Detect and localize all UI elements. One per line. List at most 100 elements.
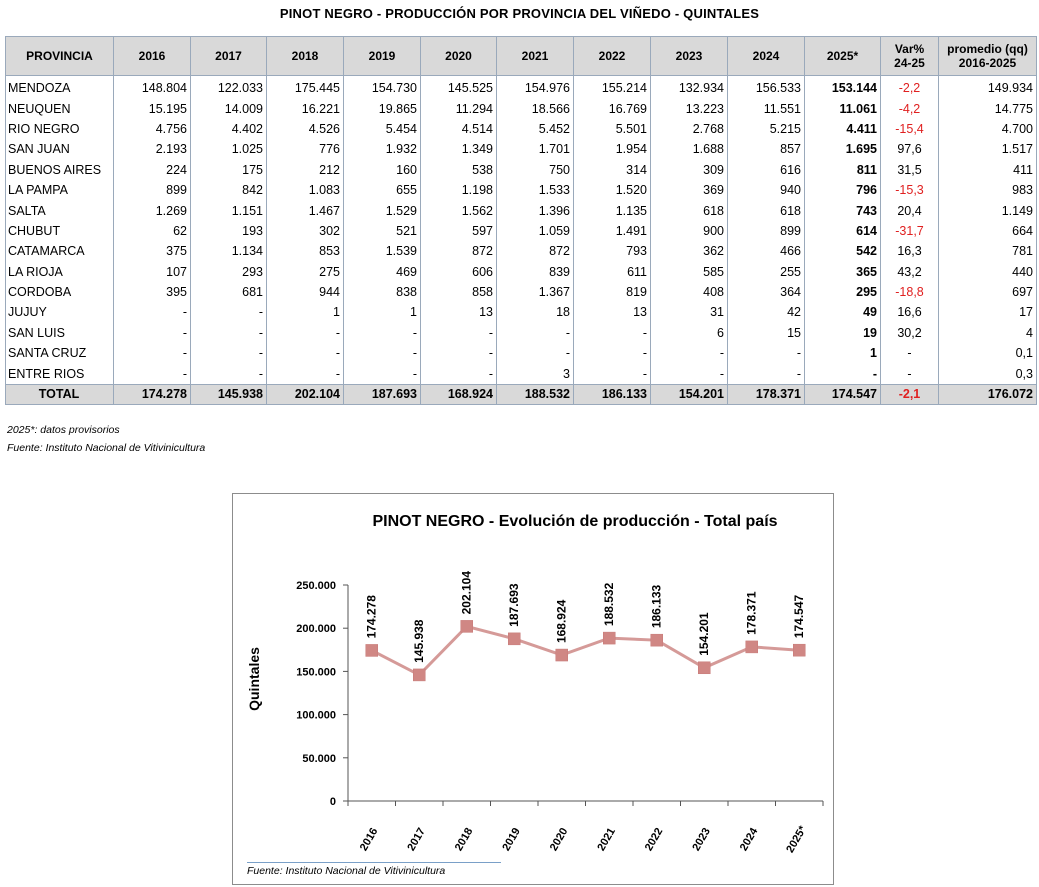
value-cell: - [496,322,574,344]
value-cell: 212 [266,159,344,180]
header-var-line1: Var% [894,42,925,56]
value-cell: 1 [266,302,344,323]
value-cell: 811 [804,159,881,180]
value-cell: - [113,363,191,385]
value-cell: 616 [727,159,805,180]
var-cell: -2,1 [880,383,939,405]
average-cell: 1.517 [938,139,1037,160]
value-cell: 16.769 [573,98,651,119]
value-cell: - [113,322,191,344]
average-cell: 697 [938,281,1037,303]
value-cell: 224 [113,159,191,180]
value-cell: 1.701 [496,139,574,160]
value-cell: 4.756 [113,118,191,140]
header-promedio: promedio (qq) 2016-2025 [938,36,1037,76]
province-cell: SANTA CRUZ [5,343,114,364]
value-cell: 154.201 [650,383,728,405]
header-var-line2: 24-25 [894,56,925,70]
value-cell: - [266,322,344,344]
value-cell: 1.396 [496,200,574,221]
data-label: 178.371 [745,591,759,635]
value-cell: 1.083 [266,179,344,201]
province-cell: RIO NEGRO [5,118,114,140]
value-cell: - [343,363,421,385]
value-cell: 819 [573,281,651,303]
value-cell: 857 [727,139,805,160]
province-cell: CATAMARCA [5,241,114,262]
data-label: 154.201 [697,612,711,656]
var-cell: - [880,363,939,385]
value-cell: 2.193 [113,139,191,160]
value-cell: - [573,322,651,344]
value-cell: 655 [343,179,421,201]
value-cell: 14.009 [190,98,267,119]
table-row: CORDOBA 395 681 944 838 858 1.367 819 408 364 295-… [5,281,1037,303]
value-cell: 597 [420,220,497,242]
y-tick-label: 200.000 [296,623,336,635]
province-cell: ENTRE RIOS [5,363,114,385]
var-cell: 16,6 [880,302,939,323]
value-cell: 364 [727,281,805,303]
value-cell: - [573,343,651,364]
var-cell: -2,2 [880,75,939,99]
value-cell: 49 [804,302,881,323]
data-label: 202.104 [460,571,474,615]
value-cell: - [190,343,267,364]
value-cell: 940 [727,179,805,201]
y-tick-label: 50.000 [302,753,336,765]
province-cell: JUJUY [5,302,114,323]
table-total-row: TOTAL 174.278 145.938 202.104 187.693 168.924… [5,383,1037,405]
value-cell: 365 [804,261,881,282]
line-chart: PINOT NEGRO - Evolución de producción - … [232,493,834,885]
value-cell: 466 [727,241,805,262]
value-cell: 175.445 [266,75,344,99]
value-cell: 187.693 [343,383,421,405]
value-cell: 155.214 [573,75,651,99]
header-provincia: PROVINCIA [5,36,114,76]
value-cell: 743 [804,200,881,221]
value-cell: 776 [266,139,344,160]
x-tick-label: 2022 [643,826,666,853]
value-cell: 178.371 [727,383,805,405]
header-year: 2024 [727,36,805,76]
province-cell: SAN JUAN [5,139,114,160]
value-cell: 4.411 [804,118,881,140]
value-cell: 13 [420,302,497,323]
table-row: ENTRE RIOS - - - - -3- - - - -0,3 [5,363,1037,385]
var-cell: -15,4 [880,118,939,140]
value-cell: 160 [343,159,421,180]
value-cell: 193 [190,220,267,242]
value-cell: 5.215 [727,118,805,140]
value-cell: 1.198 [420,179,497,201]
value-cell: 15.195 [113,98,191,119]
value-cell: 11.551 [727,98,805,119]
value-cell: - [420,343,497,364]
average-cell: 411 [938,159,1037,180]
x-tick-label: 2016 [358,826,381,853]
value-cell: - [190,363,267,385]
x-tick-label: 2024 [738,825,761,853]
value-cell: 408 [650,281,728,303]
value-cell: 255 [727,261,805,282]
var-cell: -4,2 [880,98,939,119]
value-cell: 13.223 [650,98,728,119]
value-cell: 1.695 [804,139,881,160]
value-cell: - [420,322,497,344]
data-point [650,633,663,647]
value-cell: 1.932 [343,139,421,160]
table-header-row: PROVINCIA 2016 2017 2018 2019 2020 2021 … [5,36,1037,76]
province-cell: CHUBUT [5,220,114,242]
value-cell: 944 [266,281,344,303]
value-cell: 153.144 [804,75,881,99]
data-point [365,644,378,657]
table-row: BUENOS AIRES 224 175 212 160 538 750 314 309 616 8… [5,159,1037,180]
data-point [698,661,711,675]
value-cell: 1.533 [496,179,574,201]
value-cell: 1.269 [113,200,191,221]
value-cell: 839 [496,261,574,282]
var-cell: 31,5 [880,159,939,180]
data-point [745,640,758,654]
value-cell: - [573,363,651,385]
value-cell: 1.529 [343,200,421,221]
var-cell: 30,2 [880,322,939,344]
